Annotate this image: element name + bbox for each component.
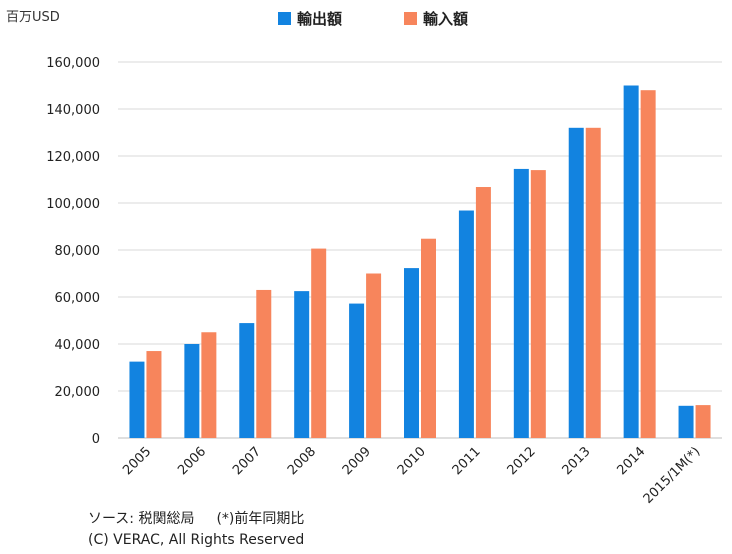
y-tick-label: 60,000 — [55, 291, 101, 306]
legend-item-export: 輸出額 — [278, 8, 342, 29]
bar-import — [366, 273, 382, 438]
bar-import — [640, 90, 656, 438]
x-tick-label: 2007 — [230, 444, 264, 478]
bar-export — [623, 85, 639, 438]
bar-export — [458, 210, 474, 438]
legend-swatch-export — [278, 12, 291, 25]
x-tick-label: 2009 — [340, 444, 374, 478]
bar-export — [568, 127, 584, 439]
x-tick-label: 2012 — [505, 444, 539, 478]
bar-import — [585, 127, 601, 439]
source-text: ソース: 税関総局 — [88, 511, 195, 527]
bar-import — [695, 405, 711, 438]
x-tick-label: 2013 — [560, 444, 594, 478]
x-tick-label: 2005 — [120, 444, 154, 478]
x-tick-label: 2014 — [614, 444, 648, 478]
copyright-text: (C) VERAC, All Rights Reserved — [88, 532, 305, 548]
legend-swatch-import — [404, 12, 417, 25]
bar-import — [530, 170, 546, 438]
bar-export — [294, 291, 310, 438]
x-tick-label: 2011 — [450, 444, 484, 478]
y-tick-label: 160,000 — [46, 56, 100, 71]
bar-import — [421, 238, 436, 438]
legend-item-import: 輸入額 — [404, 8, 468, 29]
bar-import — [256, 289, 272, 438]
y-tick-label: 120,000 — [46, 150, 100, 165]
bar-import — [475, 187, 491, 438]
y-tick-label: 80,000 — [55, 244, 101, 259]
x-tick-label: 2015/1M(*) — [641, 444, 704, 507]
y-tick-label: 100,000 — [46, 197, 100, 212]
bar-import — [311, 248, 327, 438]
x-tick-label: 2006 — [175, 444, 209, 478]
bar-export — [404, 268, 419, 438]
note-text: (*)前年同期比 — [216, 511, 305, 527]
y-axis-unit-label: 百万USD — [6, 10, 60, 25]
x-tick-label: 2010 — [395, 444, 429, 478]
x-tick-label: 2008 — [285, 444, 319, 478]
chart-legend: 輸出額 輸入額 — [0, 8, 732, 32]
bar-export — [678, 405, 694, 438]
bar-import — [201, 332, 217, 438]
y-tick-label: 140,000 — [46, 103, 100, 118]
bar-import — [146, 351, 162, 438]
legend-label-export: 輸出額 — [297, 10, 343, 28]
bar-export — [184, 344, 200, 438]
y-tick-label: 0 — [92, 432, 100, 447]
legend-label-import: 輸入額 — [423, 10, 469, 28]
bar-export — [513, 168, 529, 439]
y-tick-label: 20,000 — [55, 385, 101, 400]
bar-export — [239, 323, 255, 438]
y-tick-label: 40,000 — [55, 338, 101, 353]
bar-export — [129, 361, 145, 438]
bar-export — [349, 303, 365, 438]
footer-source-line: ソース: 税関総局 (*)前年同期比 — [88, 508, 304, 528]
